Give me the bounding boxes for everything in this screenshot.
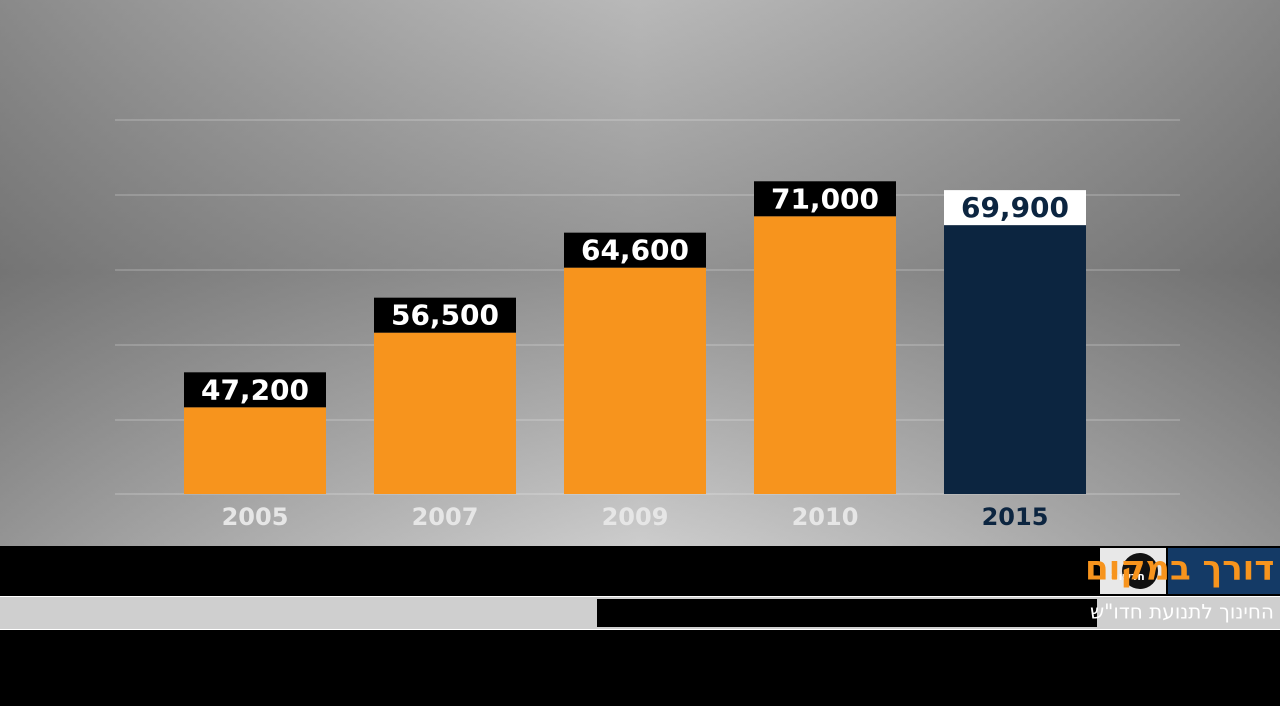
value-label: 64,600 — [581, 234, 689, 267]
value-label-box — [944, 190, 1086, 226]
value-label: 47,200 — [201, 373, 309, 406]
value-label-box — [754, 181, 896, 217]
x-tick-label: 2015 — [982, 503, 1049, 531]
subtitle: עפ"י תשובת משרד החינוך לתנועת חדו"ש — [1090, 600, 1280, 624]
value-label: 56,500 — [391, 299, 499, 332]
value-label-box — [184, 372, 326, 408]
logo-mark — [1122, 553, 1158, 589]
bottom-band — [0, 630, 1280, 706]
bar — [754, 216, 896, 494]
value-label: 69,900 — [961, 191, 1069, 224]
value-label: 71,000 — [771, 182, 879, 215]
x-tick-label: 2007 — [412, 503, 479, 531]
value-label-box — [374, 297, 516, 333]
logo-text: חדשות — [1111, 570, 1145, 583]
x-tick-label: 2005 — [222, 503, 289, 531]
title-bar — [0, 546, 1280, 596]
subtitle-box — [597, 599, 1097, 627]
bar — [944, 225, 1086, 495]
bar — [374, 332, 516, 494]
bar — [184, 407, 326, 494]
blue-block — [1168, 548, 1280, 594]
bar — [564, 267, 706, 494]
x-tick-label: 2009 — [602, 503, 669, 531]
value-label-box — [564, 232, 706, 268]
x-tick-label: 2010 — [792, 503, 859, 531]
chart-title: מס׳ האברכים דורך במקום — [1085, 549, 1280, 589]
plot: 47,200 2005 56,500 2007 64,600 2009 71,000 2010… — [184, 181, 1086, 531]
